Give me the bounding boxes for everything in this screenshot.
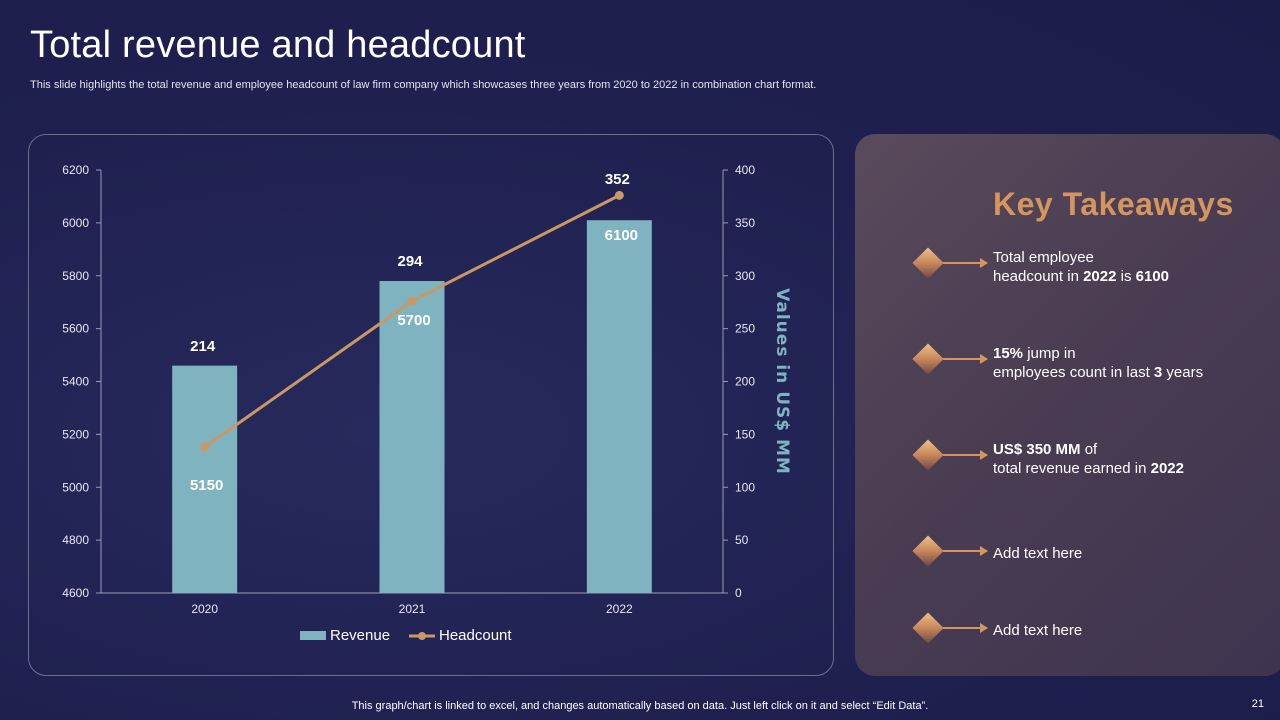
- diamond-bullet-icon: [912, 612, 944, 644]
- y-right-tick-label: 250: [735, 322, 755, 336]
- takeaway-segment: of: [1080, 441, 1098, 458]
- takeaway-item: Add text here: [912, 612, 1275, 661]
- takeaway-segment: headcount in: [993, 268, 1084, 285]
- combo-chart[interactable]: 4600 4800 5000 5200 5400 5600 5800 6000 6200 0 50 1…: [29, 135, 835, 677]
- takeaway-item: Total employee headcount in 2022 is 6100: [912, 247, 1275, 296]
- takeaway-item: Add text here: [912, 535, 1275, 584]
- y-right-tick-label: 0: [735, 586, 742, 600]
- page-number: 21: [1251, 698, 1264, 710]
- y-left-tick-label: 4800: [62, 533, 89, 547]
- y-left-tick-label: 5600: [62, 322, 89, 336]
- takeaway-segment: 3: [1153, 364, 1163, 381]
- takeaway-item: 15% jump in employees count in last 3 yea…: [912, 343, 1275, 392]
- headcount-point: [407, 296, 417, 306]
- slide-title: Total revenue and headcount: [30, 24, 526, 66]
- legend-revenue-label: Revenue: [330, 627, 390, 644]
- takeaway-segment: 2022: [1150, 460, 1184, 477]
- x-tick-label: 2021: [399, 602, 426, 616]
- y-right-tick-label: 50: [735, 533, 749, 547]
- key-takeaways-title: Key Takeaways: [993, 186, 1234, 222]
- takeaway-line: employees count in last 3 years: [993, 363, 1280, 382]
- y-left-tick-label: 4600: [62, 586, 89, 600]
- y-left-tick-label: 6000: [62, 216, 89, 230]
- takeaway-segment: Total employee: [993, 249, 1094, 266]
- y-left-tick-label: 5000: [62, 480, 89, 494]
- takeaway-text: Total employee headcount in 2022 is 6100: [993, 248, 1280, 286]
- footer-note: This graph/chart is linked to excel, and…: [351, 700, 929, 712]
- takeaway-segment: years: [1162, 364, 1204, 381]
- revenue-bar: [586, 220, 652, 593]
- legend-headcount-label: Headcount: [439, 627, 512, 644]
- y-right-tick-label: 150: [735, 427, 755, 441]
- legend-revenue-swatch: [300, 631, 326, 640]
- takeaway-segment: total revenue earned in: [993, 460, 1151, 477]
- y-right-tick-label: 200: [735, 375, 755, 389]
- y-left-tick-label: 5800: [62, 269, 89, 283]
- takeaway-line: Total employee: [993, 248, 1280, 267]
- arrow-right-icon: [943, 354, 988, 364]
- takeaway-segment: 15%: [993, 345, 1024, 362]
- takeaway-line: headcount in 2022 is 6100: [993, 267, 1280, 286]
- takeaway-item: US$ 350 MM of total revenue earned in 202…: [912, 439, 1275, 488]
- legend-headcount-marker: [418, 632, 426, 640]
- headcount-data-label: 352: [605, 171, 630, 188]
- y-right-tick-label: 300: [735, 269, 755, 283]
- diamond-bullet-icon: [912, 439, 944, 471]
- y-left-tick-label: 5400: [62, 375, 89, 389]
- y-right-tick-label: 400: [735, 163, 755, 177]
- takeaway-line: total revenue earned in 2022: [993, 459, 1280, 478]
- revenue-data-label: 5150: [190, 477, 223, 494]
- headcount-data-label: 214: [190, 338, 216, 355]
- takeaway-line: Add text here: [993, 621, 1280, 640]
- takeaway-text: US$ 350 MM of total revenue earned in 202…: [993, 440, 1280, 478]
- diamond-bullet-icon: [912, 535, 944, 567]
- x-tick-label: 2022: [606, 602, 633, 616]
- arrow-right-icon: [943, 623, 988, 633]
- slide-subtitle: This slide highlights the total revenue …: [30, 79, 817, 91]
- y-axis-right-title: Values in US$ MM: [772, 288, 792, 475]
- headcount-data-label: 294: [397, 253, 423, 270]
- y-left-tick-label: 5200: [62, 427, 89, 441]
- headcount-point: [200, 442, 210, 452]
- takeaway-line: Add text here: [993, 544, 1280, 563]
- arrow-right-icon: [943, 546, 988, 556]
- revenue-data-label: 5700: [397, 312, 430, 329]
- revenue-bar: [379, 281, 445, 593]
- diamond-bullet-icon: [912, 247, 944, 279]
- takeaway-segment: is: [1116, 268, 1136, 285]
- takeaway-text: Add text here: [993, 621, 1280, 640]
- takeaway-segment: 6100: [1135, 268, 1169, 285]
- y-left-tick-label: 6200: [62, 163, 89, 177]
- takeaway-segment: 2022: [1083, 268, 1117, 285]
- x-tick-label: 2020: [191, 602, 218, 616]
- y-right-tick-label: 350: [735, 216, 755, 230]
- chart-panel: 4600 4800 5000 5200 5400 5600 5800 6000 6200 0 50 1…: [28, 134, 834, 676]
- headcount-point: [614, 190, 624, 200]
- takeaway-segment: jump in: [1023, 345, 1076, 362]
- takeaway-line: 15% jump in: [993, 344, 1280, 363]
- takeaway-line: US$ 350 MM of: [993, 440, 1280, 459]
- revenue-data-label: 6100: [605, 227, 638, 244]
- takeaway-segment: Add text here: [993, 622, 1083, 639]
- key-takeaways-panel: Key Takeaways Total employee headcount in…: [855, 134, 1280, 676]
- y-right-tick-label: 100: [735, 480, 755, 494]
- revenue-bar: [172, 365, 238, 593]
- takeaway-text: Add text here: [993, 544, 1280, 563]
- diamond-bullet-icon: [912, 343, 944, 375]
- arrow-right-icon: [943, 258, 988, 268]
- arrow-right-icon: [943, 450, 988, 460]
- takeaway-segment: US$ 350 MM: [993, 441, 1081, 458]
- takeaway-text: 15% jump in employees count in last 3 yea…: [993, 344, 1280, 382]
- takeaway-segment: Add text here: [993, 545, 1083, 562]
- takeaway-segment: employees count in last: [993, 364, 1154, 381]
